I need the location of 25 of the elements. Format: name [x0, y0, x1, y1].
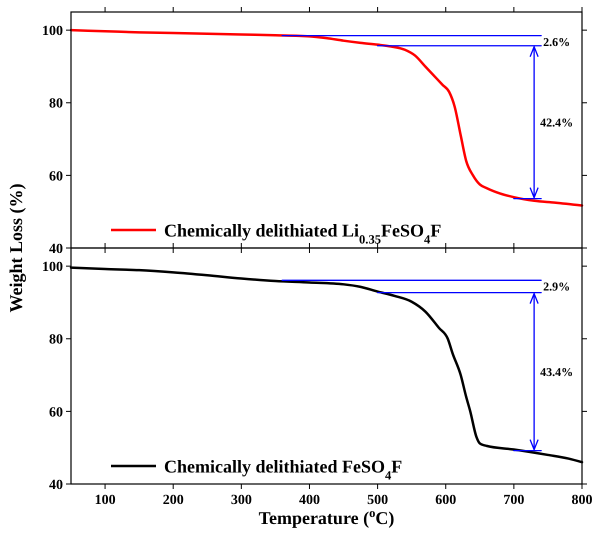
- x-axis-title: Temperature ($^{o}$C): [258, 506, 394, 528]
- x-tick-label: 200: [162, 493, 184, 508]
- legend-label: Chemically delithiated FeSO$_{4}$F: [164, 456, 402, 482]
- x-tick-label: 300: [230, 493, 252, 508]
- y-tick-label: 80: [49, 332, 63, 348]
- x-tick-label: 600: [435, 493, 456, 508]
- y-tick-label: 100: [42, 24, 63, 40]
- legend-label: Chemically delithiated Li$_{0.35}$FeSO$_{4}$F: [164, 220, 442, 246]
- y-tick-label: 100: [42, 260, 63, 276]
- x-tick-label: 100: [94, 493, 116, 508]
- y-tick-label: 60: [49, 405, 63, 420]
- line-series: [70, 28, 584, 207]
- y-tick-label: 40: [49, 242, 63, 257]
- y-axis-title: Weight Loss (%): [6, 183, 26, 313]
- x-tick-label: 700: [503, 493, 524, 508]
- annotation: 2.6%: [543, 34, 570, 49]
- x-tick-label: 800: [572, 493, 592, 508]
- x-tick-label: 400: [298, 493, 320, 508]
- y-tick-label: 80: [49, 96, 63, 112]
- y-tick-label: 40: [49, 478, 63, 493]
- annotation: 2.9%: [543, 280, 570, 294]
- annotation: 42.4%: [540, 115, 574, 130]
- x-tick-label: 500: [367, 493, 388, 508]
- y-tick-label: 60: [49, 169, 63, 184]
- annotation: 43.4%: [540, 364, 574, 379]
